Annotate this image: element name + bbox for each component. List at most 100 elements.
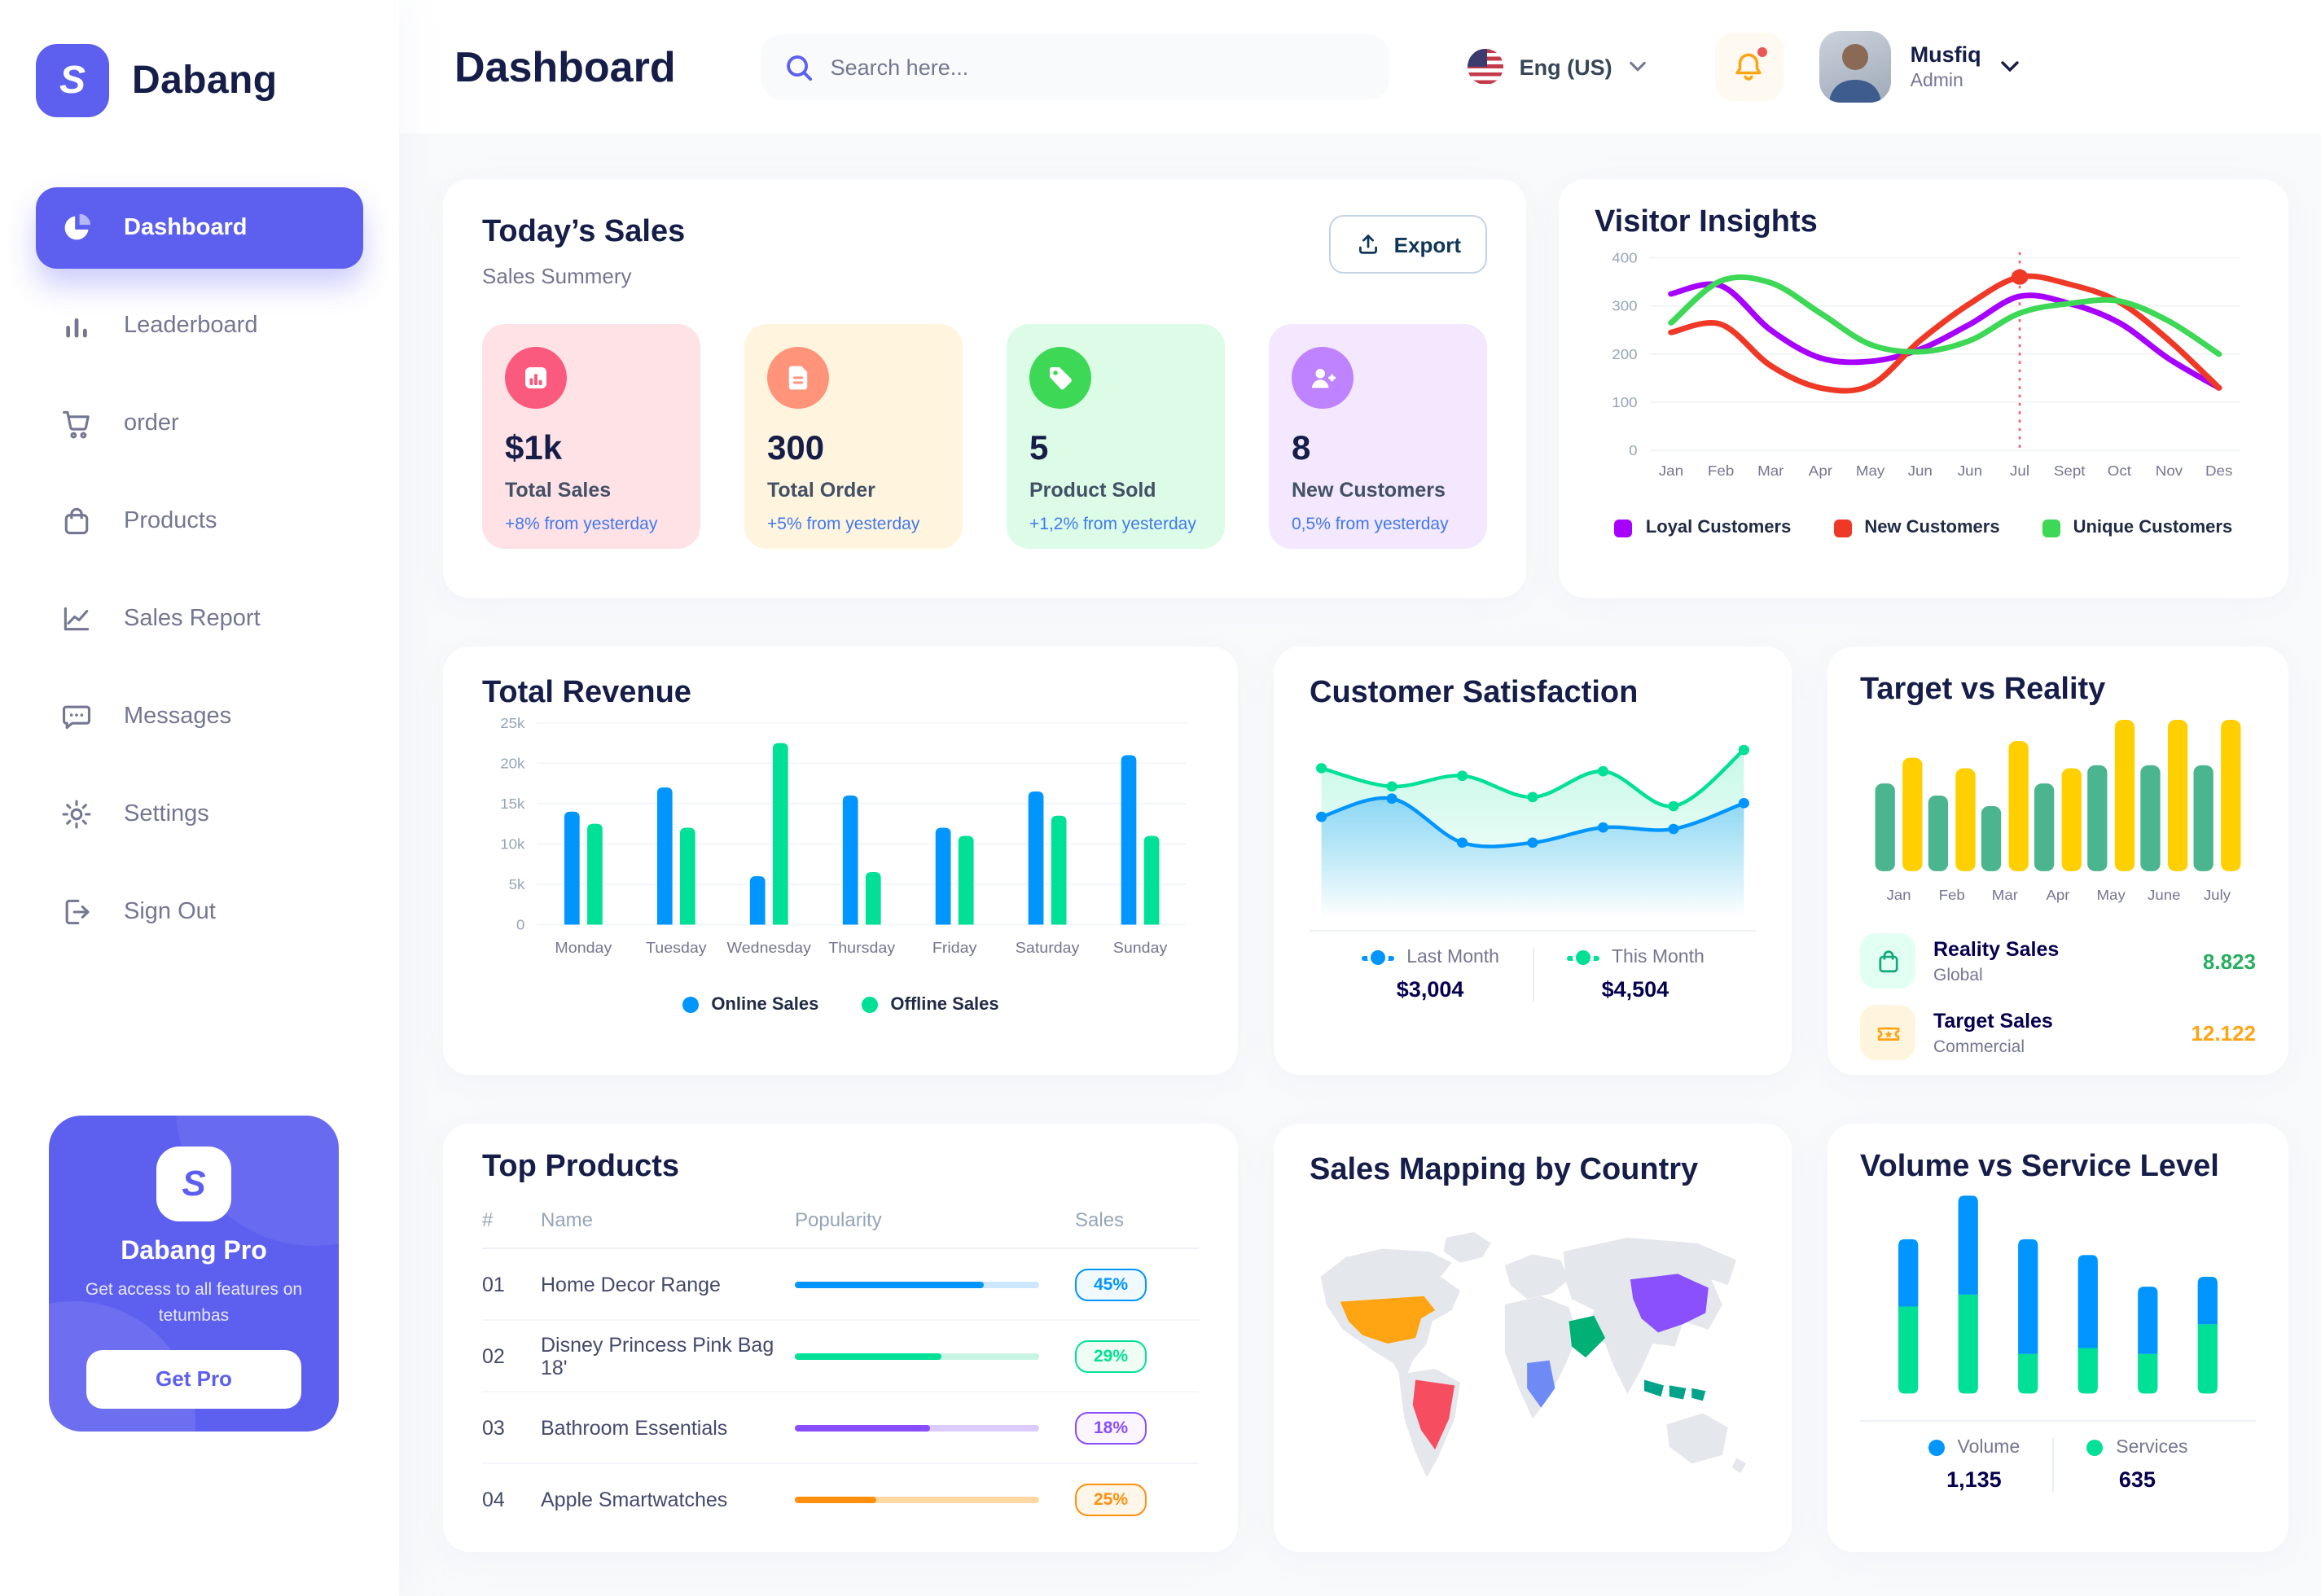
country-indonesia bbox=[1644, 1379, 1706, 1401]
world-map bbox=[1320, 1232, 1747, 1478]
todays-sales-title: Today’s Sales bbox=[482, 215, 686, 249]
svg-text:Jun: Jun bbox=[1908, 463, 1933, 479]
stat-value: 5 bbox=[1029, 430, 1049, 467]
stat-value: 300 bbox=[767, 430, 825, 467]
legend-label: Volume bbox=[1957, 1438, 2020, 1458]
svg-text:Nov: Nov bbox=[2156, 463, 2183, 479]
product-row: 03 Bathroom Essentials 18% bbox=[482, 1392, 1199, 1464]
product-row: 04 Apple Smartwatches 25% bbox=[482, 1464, 1199, 1536]
svg-text:0: 0 bbox=[1629, 443, 1637, 458]
total-revenue-card: Total Revenue 0 5k 10k 15k 20k 25k Monday Tuesd… bbox=[443, 647, 1238, 1075]
continents bbox=[1320, 1232, 1747, 1478]
this-month-value: $4,504 bbox=[1601, 977, 1669, 1002]
reality-sales-value: 8.823 bbox=[2202, 949, 2256, 973]
popularity-bar bbox=[795, 1424, 1039, 1431]
stat-delta: 0,5% from yesterday bbox=[1292, 515, 1449, 534]
visitor-insights-chart: 400 300 200 100 0 Jan Feb Mar Apr May Jun Jun Jul Sep… bbox=[1612, 250, 2240, 479]
sidebar-item-products[interactable]: Products bbox=[36, 480, 363, 562]
svg-text:Saturday: Saturday bbox=[1016, 940, 1080, 956]
get-pro-button[interactable]: Get Pro bbox=[86, 1349, 301, 1408]
services-total: 635 bbox=[2118, 1467, 2156, 1492]
target-vs-reality-card: Target vs Reality Jan Feb Mar Apr May June Jul… bbox=[1827, 647, 2288, 1075]
search-box bbox=[760, 34, 1389, 99]
notifications-button[interactable] bbox=[1714, 33, 1784, 101]
stat-label: Product Sold bbox=[1029, 479, 1156, 502]
svg-text:Thursday: Thursday bbox=[828, 940, 895, 956]
stat-delta: +1,2% from yesterday bbox=[1029, 515, 1196, 534]
country-dr-congo bbox=[1527, 1360, 1555, 1408]
sidebar-item-label: Settings bbox=[124, 801, 209, 827]
notification-badge bbox=[1755, 46, 1769, 59]
sidebar-item-order[interactable]: order bbox=[36, 383, 363, 464]
export-label: Export bbox=[1393, 232, 1461, 256]
sales-badge: 29% bbox=[1075, 1340, 1147, 1372]
svg-text:Apr: Apr bbox=[1809, 463, 1832, 479]
product-row: 02 Disney Princess Pink Bag 18' 29% bbox=[482, 1321, 1199, 1392]
top-header: Dashboard Eng (US) Musfiq Admin bbox=[399, 0, 2321, 134]
sidebar-item-leaderboard[interactable]: Leaderboard bbox=[36, 285, 363, 366]
total-revenue-chart: 0 5k 10k 15k 20k 25k Monday Tuesday Wednesday Thu… bbox=[500, 715, 1187, 956]
sidebar-item-label: Dashboard bbox=[124, 215, 248, 241]
sidebar-item-label: Messages bbox=[124, 704, 232, 730]
legend-label: Online Sales bbox=[711, 995, 819, 1015]
search-icon bbox=[783, 51, 814, 82]
language-selector[interactable]: Eng (US) bbox=[1467, 49, 1647, 85]
dabang-logo-icon: S bbox=[36, 44, 109, 117]
sidebar: S Dabang Dashboard Leaderboard order bbox=[0, 0, 399, 1596]
customer-satisfaction-card: Customer Satisfaction Last Month $3,004 … bbox=[1274, 647, 1792, 1075]
last-month-swatch bbox=[1361, 955, 1394, 960]
legend-label: Offline Sales bbox=[890, 995, 999, 1015]
user-name: Musfiq bbox=[1910, 42, 1981, 67]
sidebar-item-settings[interactable]: Settings bbox=[36, 774, 363, 855]
legend-label: Loyal Customers bbox=[1645, 518, 1792, 537]
target-vs-reality-title: Target vs Reality bbox=[1860, 673, 2106, 707]
pro-title: Dabang Pro bbox=[121, 1238, 267, 1265]
stat-value: $1k bbox=[505, 430, 563, 467]
offline-sales-swatch bbox=[861, 997, 878, 1013]
export-button[interactable]: Export bbox=[1328, 215, 1487, 274]
svg-text:Tuesday: Tuesday bbox=[646, 940, 707, 956]
target-vs-reality-chart: Jan Feb Mar Apr May June July bbox=[1875, 720, 2241, 903]
popularity-bar bbox=[795, 1281, 1039, 1287]
legend-sublabel: Commercial bbox=[1933, 1037, 2025, 1056]
sidebar-item-messages[interactable]: Messages bbox=[36, 676, 363, 757]
legend-label: Services bbox=[2116, 1438, 2188, 1458]
visitor-insights-title: Visitor Insights bbox=[1595, 205, 1818, 239]
sidebar-item-label: Sign Out bbox=[124, 899, 216, 925]
stat-label: Total Order bbox=[767, 479, 875, 502]
loyal-customers-swatch bbox=[1614, 519, 1633, 537]
svg-text:25k: 25k bbox=[500, 715, 525, 730]
sidebar-item-dashboard[interactable]: Dashboard bbox=[36, 187, 363, 269]
language-label: Eng (US) bbox=[1519, 55, 1612, 79]
sales-badge: 25% bbox=[1075, 1484, 1147, 1516]
sidebar-item-sales-report[interactable]: Sales Report bbox=[36, 578, 363, 660]
main-content: Today’s Sales Sales Summery Export $1k bbox=[399, 134, 2321, 1596]
export-icon bbox=[1358, 235, 1377, 254]
pro-upgrade-card: S Dabang Pro Get access to all features … bbox=[49, 1116, 339, 1432]
sidebar-item-label: Leaderboard bbox=[124, 313, 258, 339]
volume-service-chart bbox=[1898, 1195, 2218, 1394]
search-input[interactable] bbox=[830, 55, 1367, 79]
chat-icon bbox=[59, 699, 94, 734]
stat-card-product-sold: 5 Product Sold +1,2% from yesterday bbox=[1007, 324, 1225, 549]
svg-text:July: July bbox=[2204, 887, 2231, 902]
legend-label: Last Month bbox=[1406, 948, 1499, 967]
ticket-icon bbox=[1860, 1005, 1915, 1060]
sales-badge: 45% bbox=[1075, 1268, 1147, 1300]
this-month-swatch bbox=[1566, 955, 1599, 960]
pro-description: Get access to all features on tetumbas bbox=[85, 1280, 303, 1326]
cart-icon bbox=[59, 406, 94, 441]
dashboard-pie-icon bbox=[59, 210, 94, 246]
bell-icon bbox=[1735, 52, 1762, 80]
customer-satisfaction-legend: Last Month $3,004 This Month $4,504 bbox=[1310, 948, 1756, 1002]
sidebar-item-sign-out[interactable]: Sign Out bbox=[36, 871, 363, 953]
stat-card-total-order: 300 Total Order +5% from yesterday bbox=[744, 324, 963, 549]
svg-text:Sunday: Sunday bbox=[1113, 940, 1168, 956]
sales-badge: 18% bbox=[1075, 1411, 1147, 1444]
svg-text:Jan: Jan bbox=[1659, 463, 1683, 479]
visitor-insights-legend: Loyal Customers New Customers Unique Cus… bbox=[1595, 518, 2253, 537]
svg-text:Friday: Friday bbox=[932, 940, 977, 956]
svg-text:Monday: Monday bbox=[555, 940, 612, 956]
svg-text:May: May bbox=[1856, 463, 1884, 479]
user-menu[interactable]: Musfiq Admin bbox=[1819, 31, 2020, 103]
